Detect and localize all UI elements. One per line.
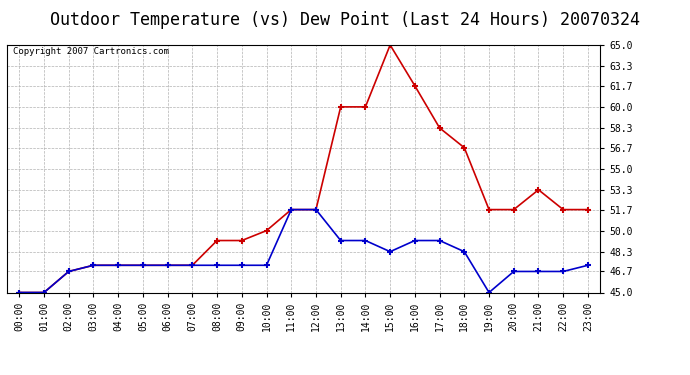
Text: Outdoor Temperature (vs) Dew Point (Last 24 Hours) 20070324: Outdoor Temperature (vs) Dew Point (Last… bbox=[50, 11, 640, 29]
Text: Copyright 2007 Cartronics.com: Copyright 2007 Cartronics.com bbox=[13, 48, 169, 57]
